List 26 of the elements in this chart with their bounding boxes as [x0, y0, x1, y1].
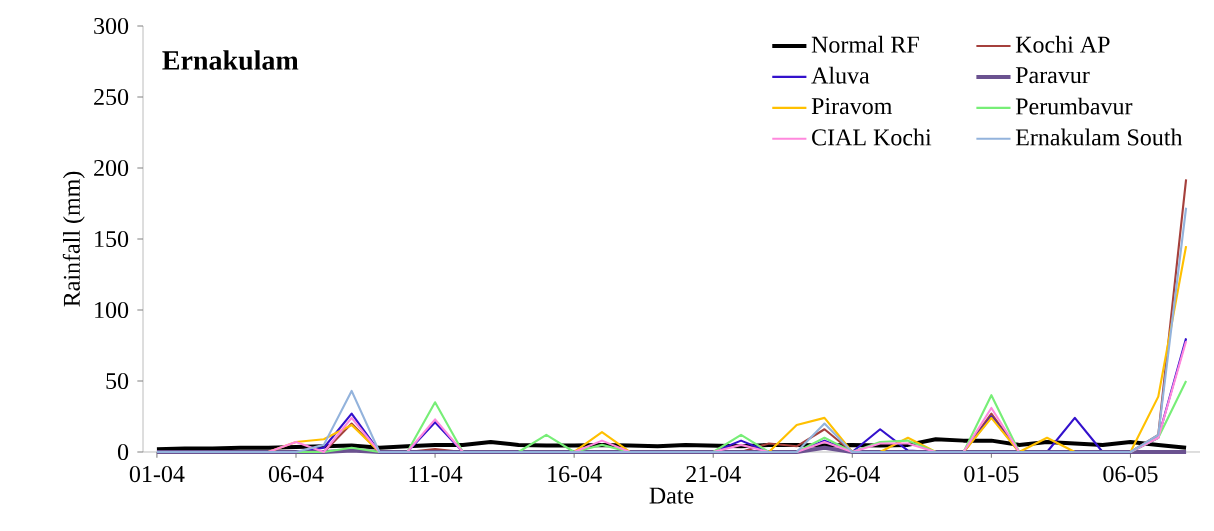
legend-label: Kochi AP: [1015, 35, 1110, 53]
legend-label: Aluva: [811, 66, 870, 84]
x-tick-label: 06-04: [268, 465, 324, 483]
y-tick-label: 200: [94, 159, 129, 177]
x-tick-label: 01-04: [129, 465, 185, 483]
y-tick-label: 300: [94, 17, 129, 35]
legend-label: Normal RF: [811, 35, 919, 53]
x-axis-title: Date: [649, 487, 694, 504]
legend-label: CIAL Kochi: [812, 128, 932, 146]
x-tick-label: 01-05: [964, 465, 1019, 483]
legend-label: Perumbavur: [1015, 97, 1133, 115]
legend-label: Piravom: [811, 98, 893, 115]
x-tick-label: 26-04: [825, 465, 880, 483]
y-axis-title: Rainfall (mm): [62, 171, 85, 307]
legend-label: Ernakulam South: [1015, 128, 1183, 146]
legend-label: Paravur: [1015, 67, 1090, 84]
x-tick-label: 06-05: [1103, 465, 1158, 483]
y-tick-label: 0: [117, 443, 129, 461]
y-tick-label: 250: [94, 88, 129, 106]
x-tick-label: 16-04: [548, 465, 602, 483]
x-tick-label: 11-04: [409, 465, 463, 483]
text: Ernakulam: [162, 50, 299, 70]
y-tick-label: 50: [106, 372, 129, 390]
y-tick-label: 150: [95, 230, 129, 248]
x-tick-label: 21-04: [686, 465, 741, 483]
y-tick-label: 100: [95, 301, 129, 319]
